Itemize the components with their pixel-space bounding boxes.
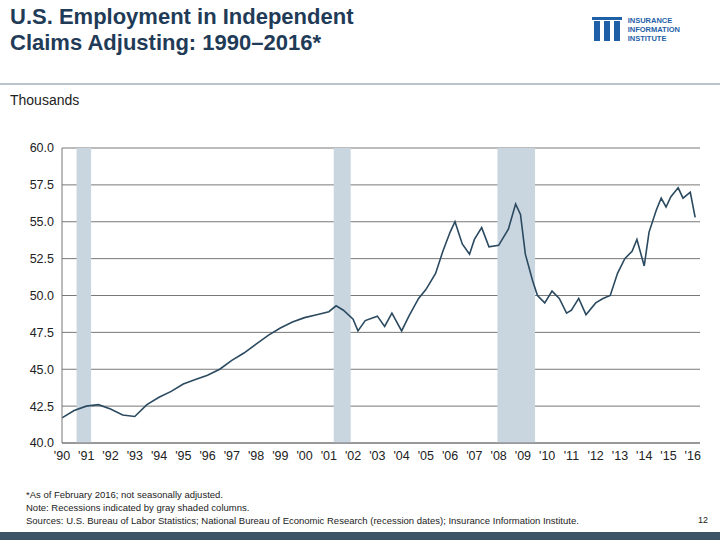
svg-text:47.5: 47.5 xyxy=(30,326,54,340)
html-text:Thousands: Thousands xyxy=(10,92,80,108)
svg-text:'02: '02 xyxy=(345,449,361,463)
svg-text:'01: '01 xyxy=(321,449,337,463)
svg-text:'11: '11 xyxy=(564,449,579,463)
svg-text:'08: '08 xyxy=(491,449,507,463)
svg-text:'94: '94 xyxy=(151,449,167,463)
svg-text:52.5: 52.5 xyxy=(30,252,54,266)
svg-text:'16: '16 xyxy=(685,449,701,463)
svg-text:'10: '10 xyxy=(539,449,555,463)
svg-text:'95: '95 xyxy=(175,449,191,463)
svg-text:40.0: 40.0 xyxy=(30,436,54,450)
svg-text:'03: '03 xyxy=(369,449,385,463)
html-text:INSURANCE: INSURANCE xyxy=(627,16,673,25)
html-text:Note: Recessions indicated by: Note: Recessions indicated by gray shade… xyxy=(26,502,250,513)
svg-text:'09: '09 xyxy=(515,449,531,463)
svg-text:'93: '93 xyxy=(127,449,143,463)
svg-text:'07: '07 xyxy=(466,449,482,463)
svg-text:60.0: 60.0 xyxy=(30,141,54,155)
html-text:INFORMATION: INFORMATION xyxy=(627,25,680,34)
svg-text:'97: '97 xyxy=(224,449,240,463)
svg-text:55.0: 55.0 xyxy=(30,215,54,229)
svg-text:57.5: 57.5 xyxy=(30,178,54,192)
svg-text:'91: '91 xyxy=(78,449,94,463)
svg-text:'14: '14 xyxy=(636,449,652,463)
svg-text:'05: '05 xyxy=(418,449,434,463)
html-text:INSTITUTE: INSTITUTE xyxy=(627,34,667,43)
svg-text:'90: '90 xyxy=(54,449,70,463)
svg-text:'92: '92 xyxy=(102,449,118,463)
html-text:Claims Adjusting: 1990–2016*: Claims Adjusting: 1990–2016* xyxy=(10,30,321,55)
html-text:*As of February 2016; not seas: *As of February 2016; not seasonally adj… xyxy=(26,489,223,500)
svg-text:'96: '96 xyxy=(199,449,215,463)
svg-text:50.0: 50.0 xyxy=(30,289,54,303)
svg-text:'12: '12 xyxy=(588,449,604,463)
svg-text:'00: '00 xyxy=(296,449,312,463)
svg-text:'15: '15 xyxy=(660,449,676,463)
html-text:12: 12 xyxy=(698,515,708,525)
html-text:U.S. Employment in Independent: U.S. Employment in Independent xyxy=(10,4,354,29)
svg-text:'99: '99 xyxy=(272,449,288,463)
svg-text:'13: '13 xyxy=(612,449,628,463)
svg-text:42.5: 42.5 xyxy=(30,400,54,414)
html-text:Sources: U.S. Bureau of Labor: Sources: U.S. Bureau of Labor Statistics… xyxy=(26,515,579,526)
svg-text:'04: '04 xyxy=(393,449,409,463)
svg-text:'06: '06 xyxy=(442,449,458,463)
svg-text:'98: '98 xyxy=(248,449,264,463)
svg-text:45.0: 45.0 xyxy=(30,363,54,377)
